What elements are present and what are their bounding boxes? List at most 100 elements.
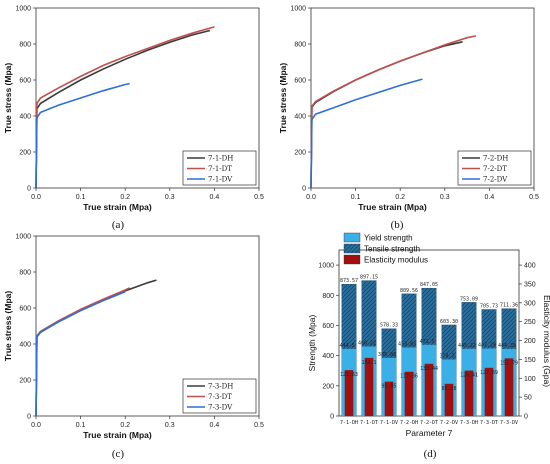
x-tick-label: 0.3 [165,422,175,429]
panel-label: (c) [112,448,125,460]
y-tick-label: 600 [322,323,334,330]
y-tick-label: 800 [19,270,31,277]
y2-tick-label: 300 [524,300,536,307]
x-tick-label: 0.5 [254,422,264,429]
data-label-elastic: 127.69 [480,370,498,376]
y-tick-label: 400 [322,353,334,360]
x-tick-label: 0.0 [31,194,41,201]
series-line-7-2-DH [310,41,463,189]
category-label: 7-2-DV [440,420,458,426]
legend-entry: Tensile strength [364,245,420,254]
category-label: 7-1-DH [340,420,358,426]
y-tick-label: 1000 [318,263,334,270]
y-tick-label: 400 [19,342,31,349]
x-tick-label: 0.4 [210,194,220,201]
x-axis-label: True strain (Mpa) [83,202,152,212]
y-tick-label: 400 [294,114,306,121]
y-axis-label: Strength (Mpa) [307,314,317,371]
y-tick-label: 0 [27,414,31,421]
y-tick-label: 400 [19,114,31,121]
y-tick-label: 200 [322,383,334,390]
legend-entry: 7-1-DH [208,155,233,163]
bar-elastic [404,371,414,416]
data-label-tensile: 753.09 [460,296,478,302]
x-tick-label: 0.1 [76,422,86,429]
plot-frame [35,7,260,189]
legend: 7-2-DH 7-2-DT 7-2-DV [457,150,532,186]
series-line-7-3-DH [35,279,157,417]
data-label-elastic: 121.63 [340,372,358,378]
y-tick-label: 0 [27,186,31,193]
data-label-elastic: 138.44 [420,366,438,372]
bar-elastic [384,381,394,416]
y2-tick-label: 150 [524,357,536,364]
panel-label: (b) [391,219,404,231]
data-label-yield: 471.5 [419,339,434,345]
legend: 7-3-DH 7-3-DT 7-3-DV [182,378,257,414]
y-axis-label: True stress (Mpa) [278,63,288,134]
series-line-7-3-DV [35,291,126,417]
x-tick-label: 0.0 [306,194,316,201]
series-line-7-2-DT [310,35,477,189]
y-tick-label: 600 [19,78,31,85]
y-tick-label: 0 [330,414,334,421]
x-tick-label: 0.4 [210,422,220,429]
y-tick-label: 1000 [290,6,306,13]
legend-entry: 7-3-DT [208,393,232,401]
y-tick-label: 1000 [15,234,31,241]
data-label-yield: 444.5 [339,343,354,349]
data-label-tensile: 578.33 [380,323,398,329]
y-axis-label: True stress (Mpa) [3,291,13,362]
category-label: 7-2-DT [420,420,438,426]
legend-entry: 7-2-DV [483,176,508,184]
legend-entry: 7-1-DV [208,176,233,184]
y-tick-label: 600 [19,306,31,313]
legend-entry: Elasticity modulus [364,256,428,265]
x-axis-label: True strain (Mpa) [83,430,152,440]
category-label: 7-2-DH [400,420,418,426]
data-label-elastic: 117.36 [400,374,418,380]
data-label-elastic: 91.05 [381,384,396,390]
x-tick-label: 0.1 [76,194,86,201]
y-tick-label: 800 [294,42,306,49]
x-tick-label: 0.5 [529,194,539,201]
data-label-elastic: 152.79 [500,360,518,366]
legend-entry: Yield strength [364,234,413,243]
plot-frame [35,235,260,417]
data-label-yield: 374.7 [439,353,454,359]
legend-entry: 7-3-DH [208,383,233,391]
legend-entry: 7-2-DH [483,155,508,163]
data-label-yield: 444.35 [498,343,516,349]
x-tick-label: 0.1 [351,194,361,201]
legend-swatch [343,243,361,254]
legend-entry: 7-3-DV [208,404,233,412]
line-panel-1: 0 200 400 600 800 1000 0.0 0.1 0.2 0.3 0.4 0.5 True … [3,6,264,232]
series-line-7-1-DH [35,29,211,189]
x-tick-label: 0.4 [485,194,495,201]
data-label-yield: 385.08 [378,352,396,358]
y2-tick-label: 0 [524,414,528,421]
y-tick-label: 0 [302,186,306,193]
category-label: 7-3-DT [480,420,498,426]
y-axis-label: True stress (Mpa) [3,63,13,134]
data-label-tensile: 809.56 [400,288,418,294]
data-label-tensile: 873.57 [340,278,358,284]
bar-elastic [444,383,454,416]
data-label-tensile: 603.30 [440,319,458,325]
line-panel-3: 0 200 400 600 800 1000 0.0 0.1 0.2 0.3 0.4 0.5 True … [3,234,264,461]
x-tick-label: 0.2 [395,194,405,201]
panel-label: (a) [112,219,125,231]
bar-panel: 873.57 444.5 121.63 7-1-DH 897.15 460.22 154.1… [307,232,550,460]
y2-tick-label: 400 [524,263,536,270]
y2-tick-label: 250 [524,319,536,326]
y2-axis-label: Elasticity modulus (Gpa) [542,295,550,387]
legend-swatch [343,232,361,243]
legend-entry: 7-1-DT [208,165,232,173]
bar-elastic [424,363,434,416]
x-axis-label: Parameter 7 [406,428,453,438]
bar-elastic [504,358,514,416]
bar-elastic [344,370,354,416]
x-tick-label: 0.5 [254,194,264,201]
x-tick-label: 0.0 [31,422,41,429]
line-panel-2: 0 200 400 600 800 1000 0.0 0.1 0.2 0.3 0.4 0.5 True … [278,6,539,232]
